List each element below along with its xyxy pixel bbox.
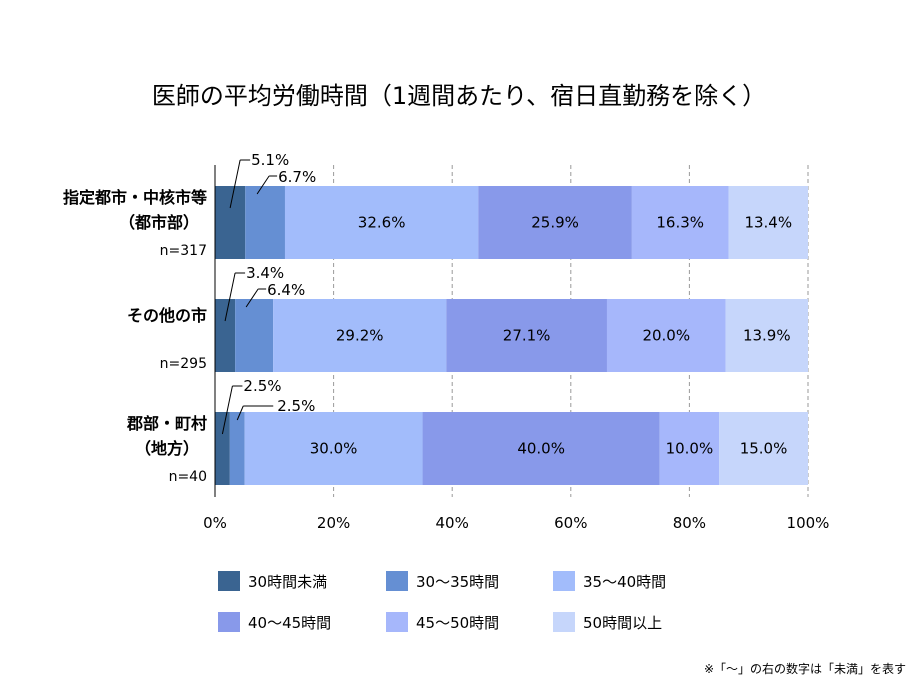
callout-line xyxy=(224,272,236,322)
bars xyxy=(215,186,808,485)
bar-segment xyxy=(245,186,285,259)
bar-segment xyxy=(235,299,274,372)
legend-swatch xyxy=(218,612,240,632)
legend-swatch xyxy=(386,571,408,591)
bar-segment xyxy=(215,186,246,259)
x-tick-label: 100% xyxy=(787,514,830,532)
category-label: （都市部） xyxy=(119,213,199,232)
value-label: 29.2% xyxy=(336,327,384,345)
category-label: （地方） xyxy=(135,439,199,458)
legend-swatch xyxy=(553,571,575,591)
x-tick-label: 60% xyxy=(554,514,587,532)
value-label: 5.1% xyxy=(251,151,289,169)
x-tick-label: 0% xyxy=(203,514,227,532)
value-label: 30.0% xyxy=(310,440,358,458)
x-tick-label: 80% xyxy=(673,514,706,532)
category-label: 郡部・町村 xyxy=(126,414,207,433)
value-label: 2.5% xyxy=(277,397,315,415)
value-label: 6.4% xyxy=(267,281,305,299)
x-tick-label: 20% xyxy=(317,514,350,532)
value-label: 32.6% xyxy=(358,214,406,232)
labels: 32.6% 25.9% 16.3% 13.4% 5.1%6.7% 指定都市・中核市等 （都市… xyxy=(63,151,792,485)
x-axis: 0% 20% 40% 60% 80% 100% xyxy=(203,165,829,532)
bar-segment xyxy=(215,412,230,485)
value-label: 27.1% xyxy=(503,327,551,345)
value-label: 20.0% xyxy=(642,327,690,345)
footnote: ※「～」の右の数字は「未満」を表す xyxy=(703,662,906,676)
legend-label: 50時間以上 xyxy=(583,614,662,632)
legend-swatch xyxy=(218,571,240,591)
legend-label: 45～50時間 xyxy=(416,614,499,632)
sample-size-label: n=317 xyxy=(160,243,207,259)
bar-segment xyxy=(244,412,423,485)
legend-label: 35～40時間 xyxy=(583,573,666,591)
value-label: 6.7% xyxy=(278,168,316,186)
bar-segment xyxy=(284,186,479,259)
value-label: 10.0% xyxy=(666,440,714,458)
value-label: 13.4% xyxy=(744,214,792,232)
callout-line xyxy=(229,159,241,209)
bar-segment xyxy=(719,412,808,485)
value-label: 13.9% xyxy=(743,327,791,345)
x-tick-label: 40% xyxy=(436,514,469,532)
chart-title: 医師の平均労働時間（1週間あたり、宿日直勤務を除く） xyxy=(151,82,767,110)
bar-segment xyxy=(606,299,726,372)
bar-segment xyxy=(422,412,660,485)
callout-line xyxy=(236,405,244,421)
legend-swatch xyxy=(553,612,575,632)
legend-label: 40～45時間 xyxy=(248,614,331,632)
legend-label: 30時間未満 xyxy=(248,573,327,591)
bar-segment xyxy=(446,299,607,372)
sample-size-label: n=295 xyxy=(160,356,207,372)
category-label: その他の市 xyxy=(127,306,207,325)
category-label: 指定都市・中核市等 xyxy=(63,188,207,207)
value-label: 25.9% xyxy=(531,214,579,232)
value-label: 15.0% xyxy=(740,440,788,458)
bar-segment xyxy=(215,299,236,372)
value-label: 16.3% xyxy=(656,214,704,232)
bar-segment xyxy=(478,186,632,259)
bar-segment xyxy=(725,299,808,372)
legend-label: 30～35時間 xyxy=(416,573,499,591)
bar-segment xyxy=(273,299,447,372)
callout-line xyxy=(245,288,259,308)
callout-line xyxy=(221,385,233,435)
legend-swatch xyxy=(386,612,408,632)
bar-segment xyxy=(229,412,245,485)
legend: 30時間未満 30～35時間 35～40時間 40～45時間 45～50時間 50時間以上 xyxy=(218,571,666,632)
value-label: 2.5% xyxy=(243,377,281,395)
sample-size-label: n=40 xyxy=(169,469,207,485)
value-label: 3.4% xyxy=(246,264,284,282)
bar-segment xyxy=(631,186,729,259)
bar-segment xyxy=(728,186,808,259)
callout-line xyxy=(256,175,270,195)
bar-segment xyxy=(659,412,720,485)
value-label: 40.0% xyxy=(517,440,565,458)
